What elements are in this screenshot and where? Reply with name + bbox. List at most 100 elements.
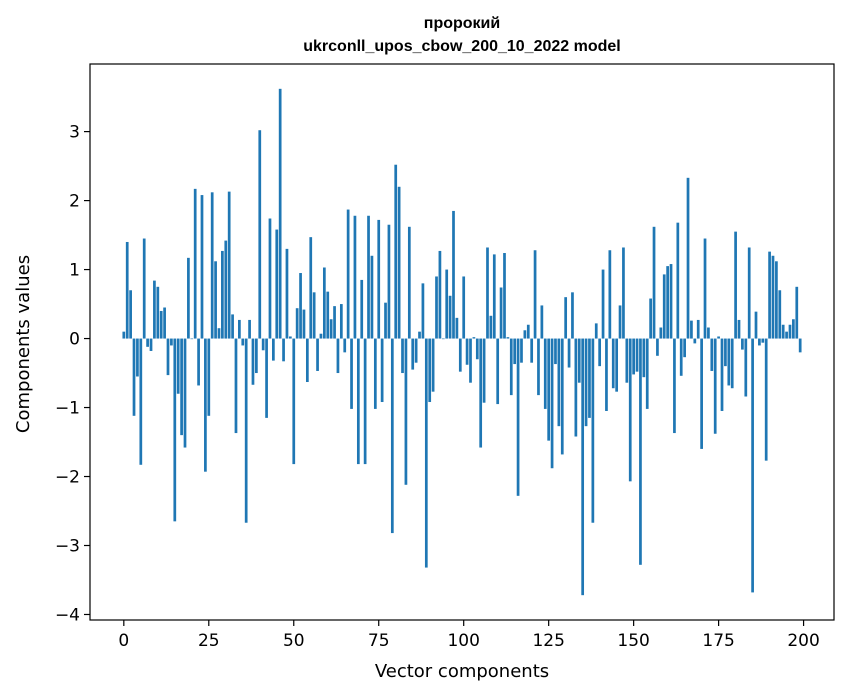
bar bbox=[462, 276, 466, 339]
x-tick-label: 150 bbox=[617, 631, 649, 651]
bar bbox=[122, 331, 126, 339]
bar bbox=[645, 338, 649, 409]
bar bbox=[509, 338, 513, 396]
bar bbox=[588, 338, 591, 418]
bar bbox=[608, 250, 612, 339]
bar bbox=[295, 308, 299, 339]
bar bbox=[537, 338, 540, 396]
bar bbox=[370, 255, 374, 339]
bar bbox=[635, 338, 639, 372]
bar bbox=[492, 254, 496, 339]
bar bbox=[781, 324, 785, 339]
bar bbox=[424, 338, 428, 568]
bar bbox=[289, 336, 292, 339]
bar bbox=[173, 338, 177, 522]
bar bbox=[319, 333, 323, 339]
bar bbox=[727, 338, 731, 386]
bar bbox=[768, 251, 771, 339]
bar bbox=[516, 338, 520, 496]
bar bbox=[282, 338, 285, 362]
bar bbox=[377, 219, 381, 339]
x-tick-label: 75 bbox=[368, 631, 390, 651]
plot-frame bbox=[89, 63, 835, 621]
bar bbox=[142, 238, 146, 339]
bar bbox=[153, 280, 156, 339]
bar bbox=[132, 338, 136, 416]
bar bbox=[642, 338, 646, 378]
bar bbox=[238, 319, 241, 339]
bar bbox=[448, 295, 452, 339]
bar bbox=[251, 338, 255, 385]
bar bbox=[411, 338, 415, 370]
bar bbox=[458, 338, 462, 372]
x-tick-label: 175 bbox=[702, 631, 734, 651]
x-tick-label: 0 bbox=[118, 631, 129, 651]
bar bbox=[166, 338, 170, 376]
bar bbox=[163, 307, 166, 339]
bar bbox=[272, 338, 275, 361]
bar bbox=[526, 324, 530, 339]
y-tick-label: −2 bbox=[55, 468, 80, 488]
axes-group: 0 25 50 75 100 125 150 175 200 −4 −3 −2 −1 0 1 2 3 bbox=[55, 63, 835, 651]
bar bbox=[159, 310, 163, 339]
bar bbox=[482, 338, 486, 403]
bar bbox=[465, 338, 469, 365]
bar bbox=[353, 215, 357, 339]
bar bbox=[244, 338, 248, 523]
bar bbox=[285, 248, 289, 339]
bar bbox=[268, 218, 272, 339]
bar bbox=[255, 338, 258, 374]
bar bbox=[360, 279, 364, 339]
bar bbox=[322, 267, 326, 339]
bar bbox=[404, 338, 408, 485]
bar bbox=[479, 338, 483, 448]
bar bbox=[309, 237, 313, 339]
bar bbox=[710, 338, 714, 371]
x-tick-label: 25 bbox=[198, 631, 220, 651]
bar bbox=[299, 273, 302, 339]
bar bbox=[221, 250, 224, 339]
bar bbox=[601, 269, 605, 339]
bar bbox=[499, 287, 503, 339]
bar bbox=[795, 286, 799, 339]
bar bbox=[785, 331, 788, 339]
bar bbox=[326, 291, 330, 339]
bar bbox=[489, 315, 493, 339]
bar bbox=[136, 338, 139, 377]
bar bbox=[547, 338, 551, 441]
y-axis-label: Components values bbox=[13, 255, 34, 433]
bar bbox=[598, 338, 602, 367]
bar bbox=[564, 297, 568, 339]
bar bbox=[441, 338, 445, 340]
x-tick-label: 50 bbox=[283, 631, 305, 651]
bar bbox=[543, 338, 547, 409]
bar bbox=[193, 188, 197, 339]
bar bbox=[707, 327, 710, 339]
bar bbox=[720, 338, 724, 411]
bar bbox=[520, 338, 523, 363]
bar bbox=[234, 338, 238, 434]
bar bbox=[139, 338, 143, 465]
bar bbox=[312, 292, 316, 339]
bar bbox=[775, 261, 778, 339]
bar bbox=[428, 338, 432, 403]
bar bbox=[788, 324, 792, 339]
bar bbox=[730, 338, 734, 389]
bar bbox=[197, 338, 200, 386]
bar bbox=[523, 330, 527, 339]
bar bbox=[560, 338, 564, 455]
bar bbox=[533, 250, 537, 339]
bar bbox=[397, 186, 401, 339]
y-tick-label: 1 bbox=[69, 261, 80, 281]
y-tick-label: −1 bbox=[55, 399, 80, 419]
bar bbox=[639, 338, 642, 565]
bar bbox=[666, 266, 669, 339]
y-tick-label: 2 bbox=[69, 192, 80, 212]
bars-group bbox=[122, 88, 802, 596]
bar bbox=[703, 238, 707, 339]
bar bbox=[421, 283, 425, 339]
bar bbox=[394, 164, 398, 339]
bar bbox=[591, 338, 595, 523]
bar bbox=[200, 195, 204, 339]
bar bbox=[713, 338, 717, 434]
